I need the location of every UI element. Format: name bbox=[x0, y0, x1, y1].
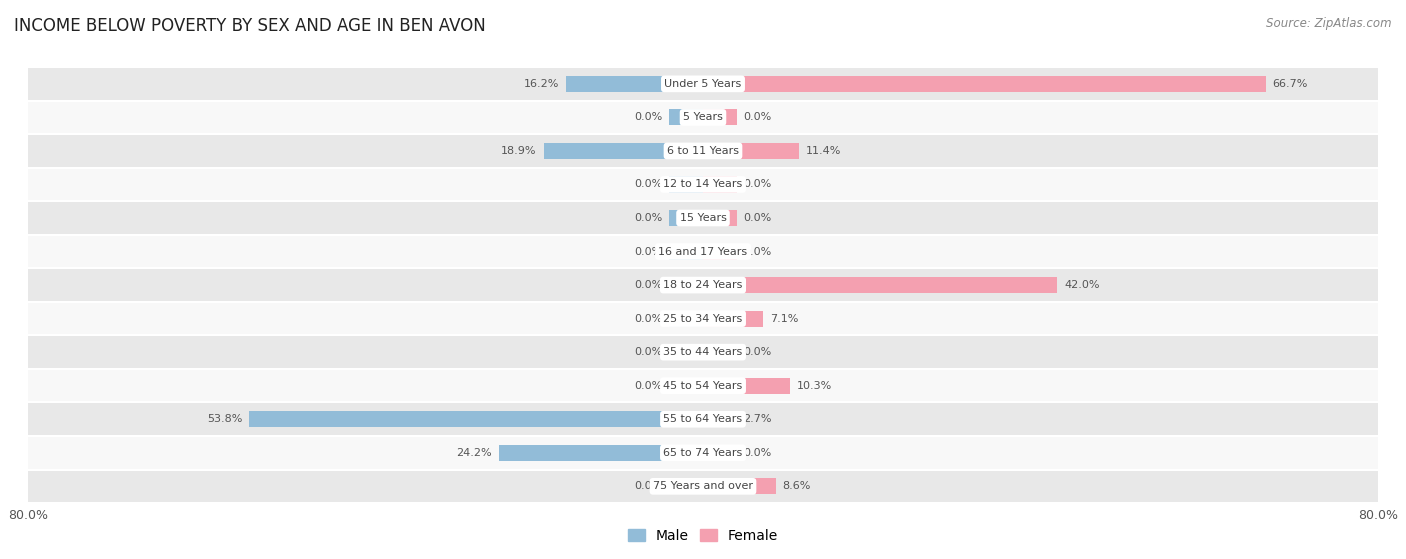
Text: 0.0%: 0.0% bbox=[744, 247, 772, 257]
Bar bbox=[249, 411, 703, 427]
Text: 16 and 17 Years: 16 and 17 Years bbox=[658, 247, 748, 257]
Bar bbox=[703, 143, 799, 159]
Bar bbox=[544, 143, 703, 159]
Bar bbox=[28, 369, 1378, 402]
Text: 7.1%: 7.1% bbox=[769, 314, 799, 324]
Bar bbox=[28, 134, 1378, 168]
Bar bbox=[669, 244, 703, 259]
Text: 75 Years and over: 75 Years and over bbox=[652, 481, 754, 491]
Text: 18.9%: 18.9% bbox=[502, 146, 537, 156]
Bar bbox=[703, 411, 737, 427]
Text: Source: ZipAtlas.com: Source: ZipAtlas.com bbox=[1267, 17, 1392, 30]
Bar bbox=[28, 302, 1378, 335]
Text: 66.7%: 66.7% bbox=[1272, 79, 1308, 89]
Bar bbox=[669, 311, 703, 326]
Bar bbox=[669, 378, 703, 394]
Bar bbox=[669, 177, 703, 192]
Bar bbox=[703, 244, 737, 259]
Text: 5 Years: 5 Years bbox=[683, 112, 723, 122]
Bar bbox=[703, 177, 737, 192]
Text: Under 5 Years: Under 5 Years bbox=[665, 79, 741, 89]
Bar bbox=[28, 335, 1378, 369]
Bar bbox=[703, 344, 737, 360]
Text: 16.2%: 16.2% bbox=[524, 79, 560, 89]
Text: 0.0%: 0.0% bbox=[634, 347, 662, 357]
Bar bbox=[28, 201, 1378, 235]
Bar bbox=[28, 402, 1378, 436]
Bar bbox=[28, 67, 1378, 101]
Bar bbox=[703, 445, 737, 461]
Text: 65 to 74 Years: 65 to 74 Years bbox=[664, 448, 742, 458]
Text: 2.7%: 2.7% bbox=[744, 414, 772, 424]
Text: 42.0%: 42.0% bbox=[1064, 280, 1099, 290]
Text: 0.0%: 0.0% bbox=[634, 112, 662, 122]
Text: 0.0%: 0.0% bbox=[744, 179, 772, 190]
Bar bbox=[703, 311, 763, 326]
Text: 55 to 64 Years: 55 to 64 Years bbox=[664, 414, 742, 424]
Bar bbox=[669, 210, 703, 226]
Text: 0.0%: 0.0% bbox=[634, 213, 662, 223]
Bar bbox=[669, 110, 703, 125]
Bar bbox=[28, 268, 1378, 302]
Text: 0.0%: 0.0% bbox=[634, 247, 662, 257]
Text: 0.0%: 0.0% bbox=[744, 448, 772, 458]
Text: 45 to 54 Years: 45 to 54 Years bbox=[664, 381, 742, 391]
Text: 53.8%: 53.8% bbox=[207, 414, 242, 424]
Bar bbox=[703, 378, 790, 394]
Bar bbox=[28, 101, 1378, 134]
Bar bbox=[28, 168, 1378, 201]
Bar bbox=[28, 436, 1378, 470]
Text: 10.3%: 10.3% bbox=[797, 381, 832, 391]
Text: 15 Years: 15 Years bbox=[679, 213, 727, 223]
Text: 8.6%: 8.6% bbox=[782, 481, 811, 491]
Bar bbox=[669, 479, 703, 494]
Bar bbox=[499, 445, 703, 461]
Text: INCOME BELOW POVERTY BY SEX AND AGE IN BEN AVON: INCOME BELOW POVERTY BY SEX AND AGE IN B… bbox=[14, 17, 486, 35]
Bar bbox=[703, 110, 737, 125]
Bar bbox=[28, 470, 1378, 503]
Text: 0.0%: 0.0% bbox=[634, 314, 662, 324]
Text: 6 to 11 Years: 6 to 11 Years bbox=[666, 146, 740, 156]
Bar bbox=[669, 344, 703, 360]
Bar bbox=[703, 479, 776, 494]
Text: 0.0%: 0.0% bbox=[744, 347, 772, 357]
Text: 11.4%: 11.4% bbox=[806, 146, 841, 156]
Text: 0.0%: 0.0% bbox=[744, 112, 772, 122]
Text: 0.0%: 0.0% bbox=[744, 213, 772, 223]
Bar bbox=[28, 235, 1378, 268]
Bar bbox=[669, 277, 703, 293]
Text: 0.0%: 0.0% bbox=[634, 381, 662, 391]
Text: 12 to 14 Years: 12 to 14 Years bbox=[664, 179, 742, 190]
Bar bbox=[703, 76, 1265, 92]
Legend: Male, Female: Male, Female bbox=[623, 523, 783, 548]
Bar bbox=[703, 277, 1057, 293]
Text: 24.2%: 24.2% bbox=[457, 448, 492, 458]
Text: 35 to 44 Years: 35 to 44 Years bbox=[664, 347, 742, 357]
Text: 0.0%: 0.0% bbox=[634, 280, 662, 290]
Bar bbox=[567, 76, 703, 92]
Bar bbox=[703, 210, 737, 226]
Text: 0.0%: 0.0% bbox=[634, 179, 662, 190]
Text: 0.0%: 0.0% bbox=[634, 481, 662, 491]
Text: 25 to 34 Years: 25 to 34 Years bbox=[664, 314, 742, 324]
Text: 18 to 24 Years: 18 to 24 Years bbox=[664, 280, 742, 290]
